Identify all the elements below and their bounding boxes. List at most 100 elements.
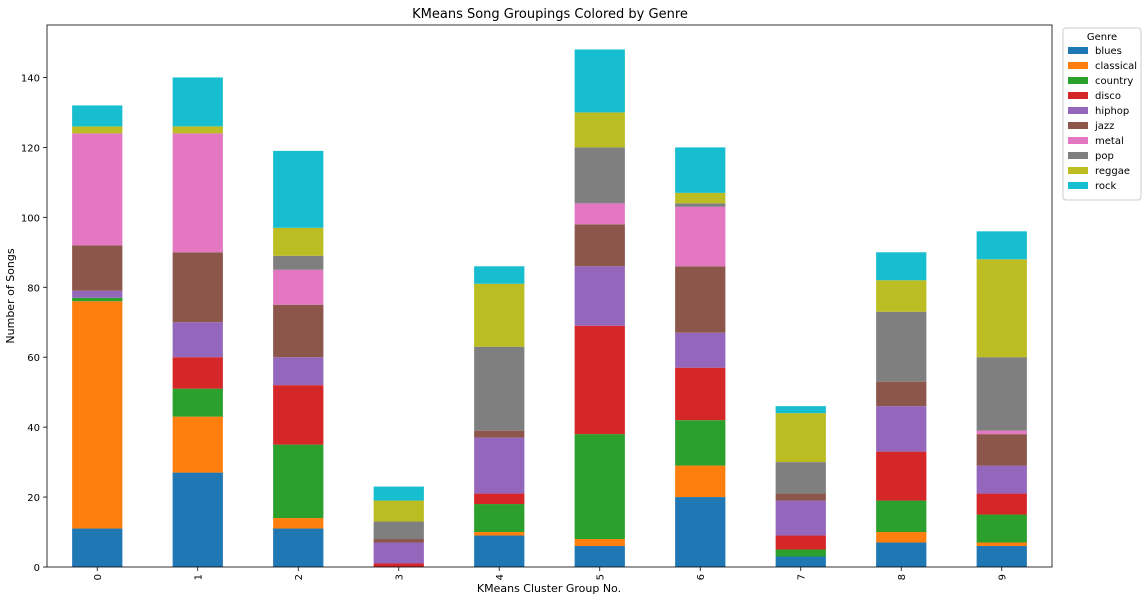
bar-segment-country-0 (72, 297, 123, 302)
x-axis-label: KMeans Cluster Group No. (477, 582, 621, 595)
legend-title: Genre (1087, 32, 1117, 43)
bar-segment-reggae-1 (172, 126, 223, 134)
bar-segment-disco-1 (172, 357, 223, 389)
y-tick-label: 80 (27, 283, 40, 294)
legend-swatch-rock (1068, 182, 1088, 189)
bar-segment-country-7 (775, 549, 826, 557)
legend-label-blues: blues (1095, 46, 1122, 57)
bar-segment-classical-6 (675, 465, 726, 498)
bar-segment-metal-0 (72, 133, 123, 246)
bar-segment-hiphop-5 (574, 266, 625, 326)
bar-segment-disco-4 (474, 493, 525, 505)
bar-segment-rock-6 (675, 147, 726, 193)
bar-segment-blues-9 (976, 546, 1027, 567)
bar-segment-blues-8 (876, 542, 927, 567)
legend-label-metal: metal (1095, 136, 1124, 147)
x-tick-label: 5 (595, 574, 606, 580)
bar-segment-pop-3 (373, 521, 424, 540)
bar-segment-rock-8 (876, 252, 927, 281)
legend-label-reggae: reggae (1095, 166, 1130, 177)
bar-segment-rock-2 (273, 150, 324, 228)
bar-segment-rock-5 (574, 49, 625, 113)
legend-swatch-metal (1068, 137, 1088, 144)
bar-segment-hiphop-9 (976, 465, 1027, 494)
bar-segment-classical-0 (72, 301, 123, 529)
bar-segment-hiphop-2 (273, 357, 324, 386)
bar-segment-blues-0 (72, 528, 123, 567)
bar-segment-rock-9 (976, 231, 1027, 260)
x-tick-label: 9 (997, 574, 1008, 580)
bar-segment-reggae-3 (373, 500, 424, 522)
legend-label-country: country (1095, 76, 1133, 87)
bar-segment-hiphop-3 (373, 542, 424, 564)
bar-segment-country-5 (574, 434, 625, 540)
x-tick-label: 8 (897, 574, 908, 580)
y-axis: 0 20 40 60 80 100 120 140 (21, 73, 47, 574)
bar-segment-hiphop-7 (775, 500, 826, 536)
bar-segment-jazz-7 (775, 493, 826, 501)
bar-segment-jazz-0 (72, 245, 123, 291)
bar-segment-reggae-6 (675, 192, 726, 204)
bar-segment-country-1 (172, 388, 223, 417)
bar-segment-rock-7 (775, 406, 826, 414)
bar-segment-pop-2 (273, 255, 324, 270)
bar-segment-jazz-4 (474, 430, 525, 438)
bar-segment-blues-1 (172, 472, 223, 567)
x-tick-label: 2 (294, 574, 305, 580)
legend-label-disco: disco (1095, 91, 1121, 102)
x-tick-label: 6 (696, 574, 707, 580)
x-tick-label: 3 (394, 574, 405, 580)
bar-segment-pop-4 (474, 346, 525, 431)
y-tick-label: 100 (21, 213, 40, 224)
bar-segment-country-8 (876, 500, 927, 533)
y-tick-label: 140 (21, 73, 40, 84)
y-tick-label: 40 (27, 423, 40, 434)
bar-segment-blues-2 (273, 528, 324, 567)
bar-segment-jazz-9 (976, 434, 1027, 466)
bar-segment-jazz-6 (675, 266, 726, 333)
bar-segment-country-6 (675, 420, 726, 466)
bar-segment-classical-5 (574, 539, 625, 547)
bar-segment-blues-4 (474, 535, 525, 567)
bar-segment-disco-6 (675, 367, 726, 421)
chart-title: KMeans Song Groupings Colored by Genre (412, 7, 688, 22)
legend: Genre blues classical country disco hiphop jaz… (1062, 27, 1142, 201)
bar-segment-reggae-5 (574, 112, 625, 148)
legend-swatch-classical (1068, 62, 1088, 69)
x-axis: 0 1 2 3 4 5 6 7 8 9 (93, 567, 1008, 580)
bar-segment-hiphop-0 (72, 290, 123, 298)
bar-segment-country-2 (273, 444, 324, 519)
bar-segment-reggae-8 (876, 280, 927, 312)
x-tick-label: 1 (193, 574, 204, 580)
bar-segment-disco-9 (976, 493, 1027, 515)
legend-swatch-hiphop (1068, 107, 1088, 114)
bar-segment-metal-9 (976, 430, 1027, 435)
bar-segment-blues-5 (574, 546, 625, 567)
bar-segment-metal-6 (675, 206, 726, 267)
bar-segment-jazz-2 (273, 304, 324, 358)
bar-segment-disco-8 (876, 451, 927, 501)
bar-segment-disco-2 (273, 385, 324, 445)
x-tick-label: 7 (796, 574, 807, 580)
bar-segment-reggae-0 (72, 126, 123, 134)
bar-segment-classical-9 (976, 542, 1027, 547)
plot-frame (46, 24, 1053, 568)
bar-segment-classical-2 (273, 518, 324, 529)
y-tick-label: 60 (27, 353, 40, 364)
legend-label-pop: pop (1095, 151, 1114, 162)
bar-segment-jazz-1 (172, 252, 223, 323)
legend-label-jazz: jazz (1094, 121, 1114, 132)
bar-segment-jazz-8 (876, 381, 927, 407)
bar-segment-reggae-2 (273, 227, 324, 256)
bar-segment-blues-6 (675, 497, 726, 567)
bar-segment-pop-7 (775, 462, 826, 494)
bar-segment-disco-3 (373, 563, 424, 567)
bar-segment-jazz-3 (373, 539, 424, 543)
bar-segment-disco-5 (574, 325, 625, 435)
x-tick-label: 4 (495, 574, 506, 580)
bar-segment-hiphop-8 (876, 406, 927, 452)
legend-swatch-pop (1068, 152, 1088, 159)
y-tick-label: 120 (21, 143, 40, 154)
y-tick-label: 20 (27, 493, 40, 504)
